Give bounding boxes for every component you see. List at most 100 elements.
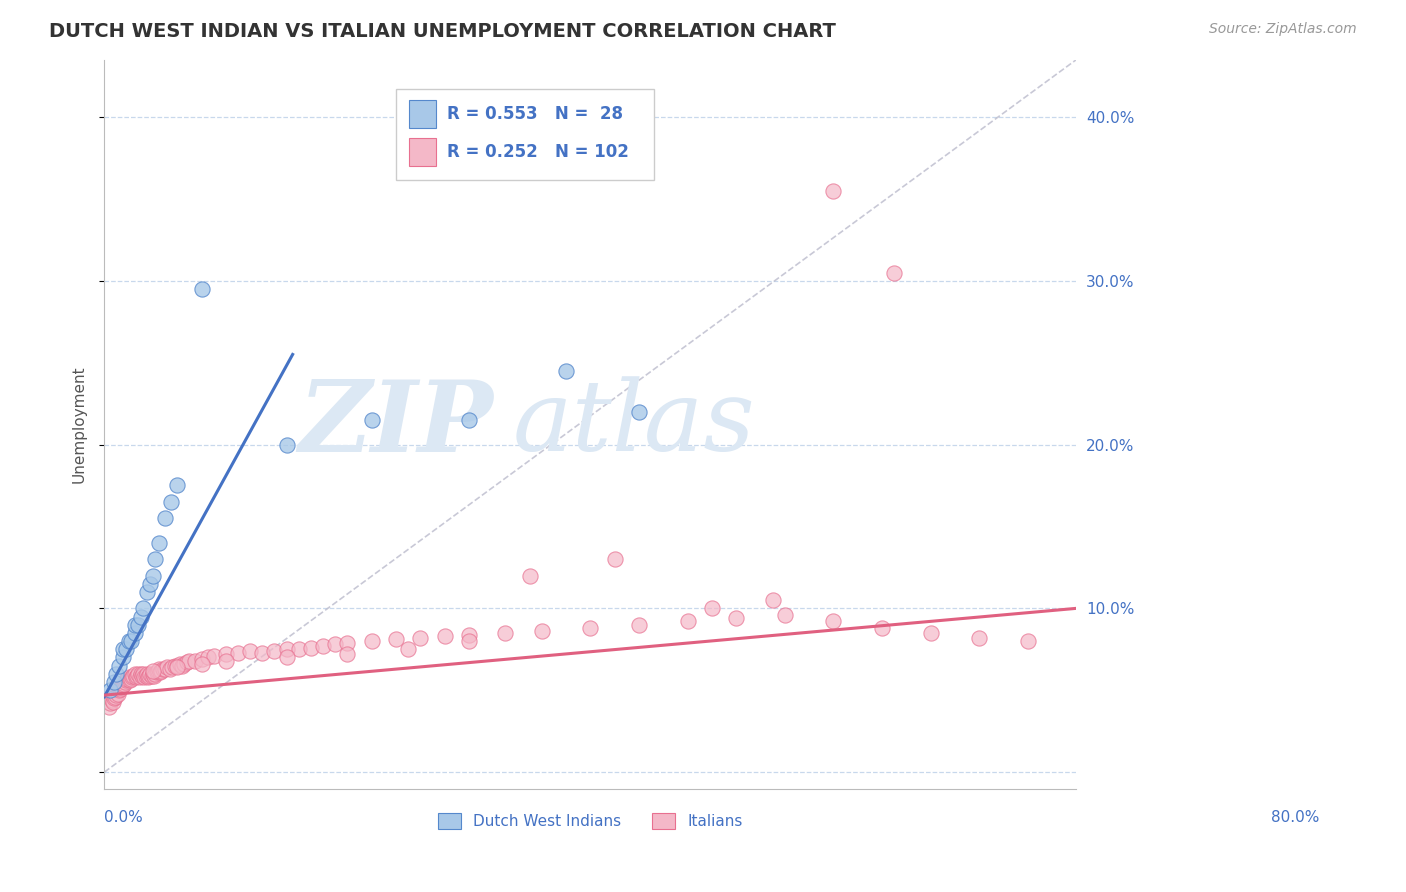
Point (129, 666, 152, 681)
Point (120, 634, 142, 648)
Point (627, 617, 650, 632)
Point (457, 413, 479, 427)
Point (115, 642, 138, 657)
Point (114, 675, 136, 690)
Point (336, 636, 359, 650)
Point (160, 495, 183, 509)
Point (132, 601, 155, 615)
Point (312, 639, 335, 653)
Point (276, 650, 298, 665)
Point (676, 615, 699, 629)
Point (143, 668, 166, 682)
Point (883, 266, 905, 280)
Point (118, 673, 141, 688)
Point (98, 699, 121, 714)
Text: Source: ZipAtlas.com: Source: ZipAtlas.com (1209, 22, 1357, 37)
Point (555, 364, 578, 378)
Point (127, 617, 149, 632)
Point (121, 670, 143, 684)
Bar (409, 138, 436, 166)
Point (159, 662, 181, 676)
Point (276, 642, 298, 657)
Point (110, 680, 132, 694)
Point (124, 666, 146, 681)
Text: atlas: atlas (513, 376, 755, 472)
Point (725, 611, 748, 625)
Point (197, 650, 219, 665)
Point (336, 647, 359, 661)
Point (153, 662, 176, 676)
Point (166, 660, 188, 674)
Point (215, 654, 238, 668)
Point (107, 686, 129, 700)
Point (149, 665, 172, 680)
Point (150, 664, 173, 678)
Point (124, 626, 146, 640)
Point (773, 607, 796, 622)
Point (163, 658, 186, 673)
Point (226, 646, 249, 660)
Point (142, 568, 165, 582)
FancyBboxPatch shape (396, 89, 654, 180)
Point (146, 664, 169, 678)
Point (457, 634, 479, 648)
Point (433, 629, 456, 643)
Point (190, 282, 212, 296)
Point (299, 640, 322, 655)
Text: DUTCH WEST INDIAN VS ITALIAN UNEMPLOYMENT CORRELATION CHART: DUTCH WEST INDIAN VS ITALIAN UNEMPLOYMEN… (49, 22, 837, 41)
Point (215, 647, 238, 661)
Point (190, 657, 212, 671)
Point (162, 660, 184, 674)
Point (263, 644, 285, 658)
Point (184, 654, 207, 668)
Bar (409, 101, 436, 128)
Point (135, 585, 157, 599)
Point (105, 688, 128, 702)
Point (385, 632, 408, 647)
Point (202, 648, 225, 663)
Point (920, 626, 942, 640)
Text: ZIP: ZIP (298, 376, 494, 472)
Point (360, 413, 382, 427)
Point (125, 670, 148, 684)
Point (823, 615, 845, 629)
Point (101, 695, 124, 709)
Point (152, 662, 174, 676)
Point (603, 552, 626, 566)
Point (579, 621, 602, 635)
Y-axis label: Unemployment: Unemployment (72, 365, 86, 483)
Point (135, 668, 157, 682)
Point (124, 617, 146, 632)
Point (112, 676, 135, 690)
Text: 0.0%: 0.0% (104, 811, 143, 825)
Point (117, 670, 139, 684)
Point (239, 644, 262, 658)
Point (111, 650, 134, 665)
Point (132, 666, 155, 681)
Point (143, 552, 166, 566)
Point (166, 658, 188, 673)
Point (530, 624, 553, 639)
Point (138, 668, 160, 682)
Point (120, 672, 142, 686)
Point (148, 536, 170, 550)
Point (870, 621, 893, 635)
Text: 80.0%: 80.0% (1271, 811, 1319, 825)
Point (396, 642, 419, 657)
Point (128, 670, 150, 684)
Point (360, 634, 382, 648)
Point (700, 601, 723, 615)
Point (103, 675, 125, 690)
Point (967, 631, 990, 645)
Point (127, 668, 149, 682)
Point (173, 657, 195, 671)
Point (142, 664, 165, 678)
Point (143, 666, 166, 681)
Point (108, 683, 131, 698)
Point (252, 646, 274, 660)
Point (139, 666, 162, 681)
Point (108, 681, 131, 696)
Point (117, 672, 139, 686)
Point (494, 626, 516, 640)
Point (762, 593, 785, 607)
